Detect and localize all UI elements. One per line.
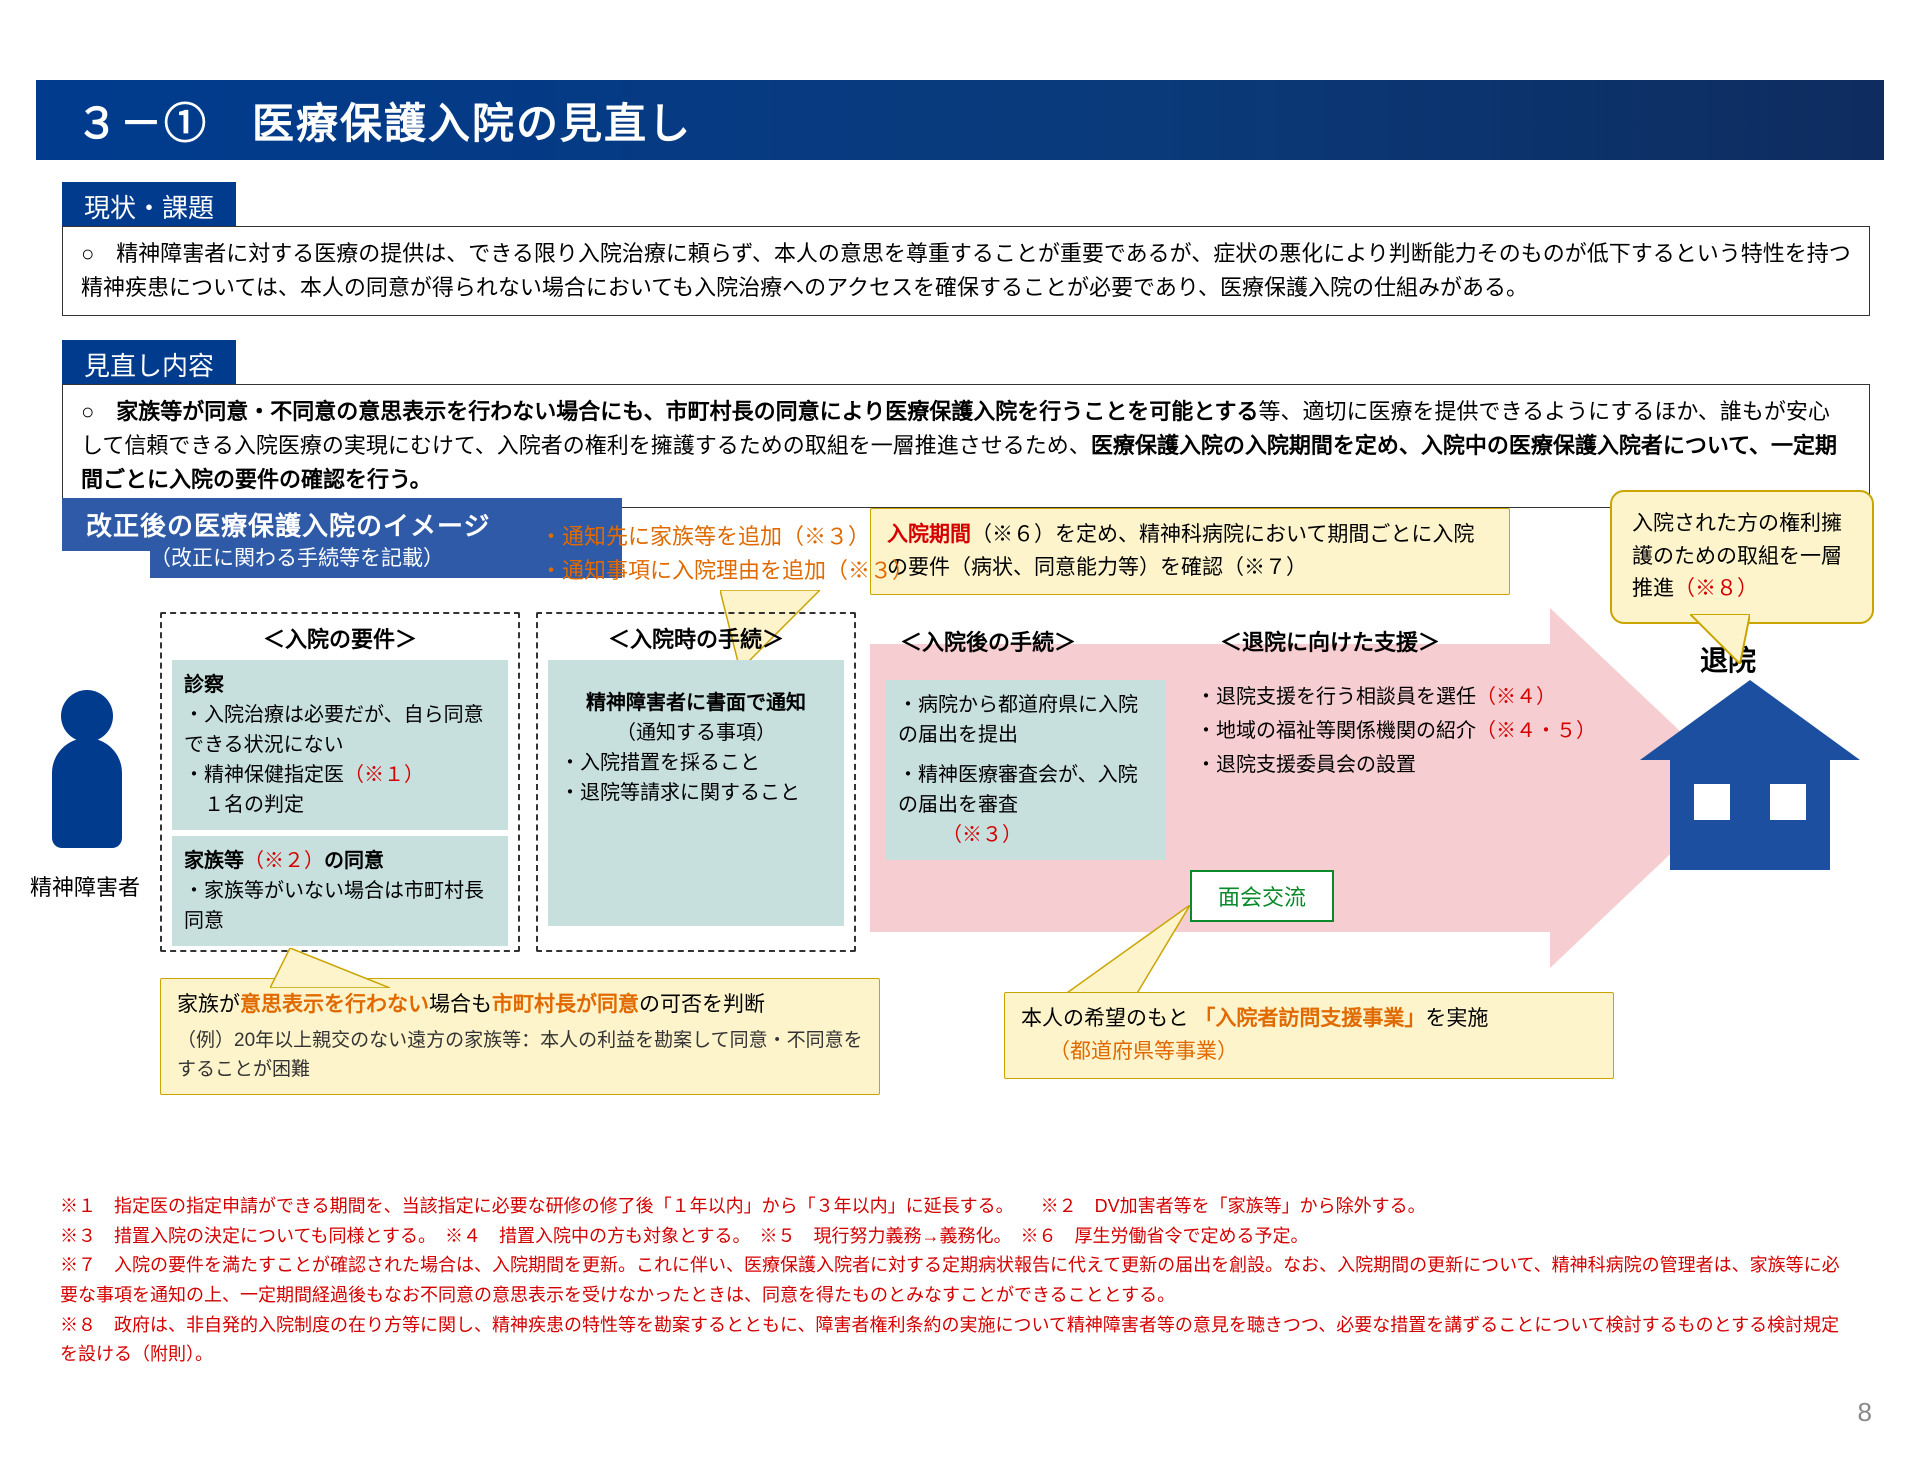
person-icon: [52, 690, 122, 848]
note-notify-1: ・通知先に家族等を追加（※３）: [540, 520, 870, 553]
callout-right: 入院された方の権利擁護のための取組を一層推進（※８）: [1610, 490, 1874, 624]
col3-heading: ＜入院後の手続＞: [900, 626, 1076, 659]
balloon-tail-icon: [1690, 614, 1750, 664]
note-notify-2: ・通知事項に入院理由を追加（※３）: [540, 554, 914, 587]
col3-box: ・病院から都道府県に入院の届出を提出 ・精神医療審査会が、入院の届出を審査（※３…: [886, 680, 1166, 860]
section-tab-review: 見直し内容: [62, 340, 236, 389]
page-title: ３－① 医療保護入院の見直し: [76, 90, 692, 151]
col-requirements: ＜入院の要件＞ 診察 ・入院治療は必要だが、自ら同意できる状況にない ・精神保健…: [160, 612, 520, 952]
col2-box: 精神障害者に書面で通知 （通知する事項） ・入院措置を採ること ・退院等請求に関…: [548, 660, 844, 926]
section-tab-status: 現状・課題: [62, 182, 236, 231]
leader-triangle-3-icon: [270, 948, 390, 988]
col-admission-proc: ＜入院時の手続＞ 精神障害者に書面で通知 （通知する事項） ・入院措置を採ること…: [536, 612, 856, 952]
yellow-left: 家族が意思表示を行わない場合も市町村長が同意の可否を判断 （例）20年以上親交の…: [160, 978, 880, 1095]
green-visit-box: 面会交流: [1190, 870, 1334, 922]
page-header: ３－① 医療保護入院の見直し: [36, 80, 1884, 160]
house-icon: [1640, 680, 1860, 870]
leader-triangle-2-icon: [1050, 905, 1190, 1005]
col1-heading: ＜入院の要件＞: [172, 622, 508, 654]
col1-box-family: 家族等（※２）の同意 ・家族等がいない場合は市町村長同意: [172, 836, 508, 946]
col4-heading: ＜退院に向けた支援＞: [1220, 626, 1440, 659]
box-review: ○ 家族等が同意・不同意の意思表示を行わない場合にも、市町村長の同意により医療保…: [62, 384, 1870, 508]
yellow-right: 本人の希望のもと 「入院者訪問支援事業」を実施 （都道府県等事業）: [1004, 992, 1614, 1079]
col1-box-exam: 診察 ・入院治療は必要だが、自ら同意できる状況にない ・精神保健指定医（※１） …: [172, 660, 508, 830]
box-status: ○ 精神障害者に対する医療の提供は、できる限り入院治療に頼らず、本人の意思を尊重…: [62, 226, 1870, 316]
col4-list: ・退院支援を行う相談員を選任（※４） ・地域の福祉等関係機関の紹介（※４・５） …: [1196, 680, 1596, 782]
footnotes: ※１ 指定医の指定申請ができる期間を、当該指定に必要な研修の修了後「１年以内」か…: [60, 1192, 1840, 1370]
person-label: 精神障害者: [30, 870, 140, 902]
callout-period: 入院期間（※６）を定め、精神科病院において期間ごとに入院の要件（病状、同意能力等…: [870, 508, 1510, 595]
page-number: 8: [1858, 1397, 1872, 1428]
col2-heading: ＜入院時の手続＞: [548, 622, 844, 654]
